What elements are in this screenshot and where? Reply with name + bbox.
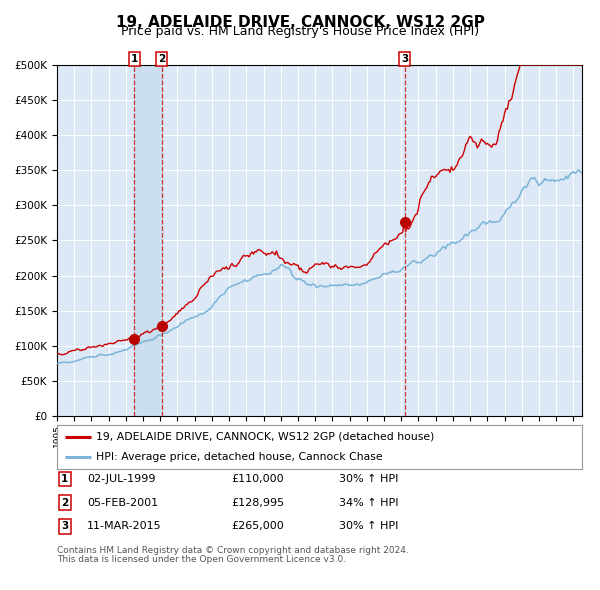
Text: This data is licensed under the Open Government Licence v3.0.: This data is licensed under the Open Gov… — [57, 555, 346, 564]
Text: 11-MAR-2015: 11-MAR-2015 — [87, 522, 161, 531]
Text: £110,000: £110,000 — [231, 474, 284, 484]
Text: 2: 2 — [61, 498, 68, 507]
Text: 30% ↑ HPI: 30% ↑ HPI — [339, 474, 398, 484]
Text: 05-FEB-2001: 05-FEB-2001 — [87, 498, 158, 507]
Text: HPI: Average price, detached house, Cannock Chase: HPI: Average price, detached house, Cann… — [97, 452, 383, 462]
Text: 02-JUL-1999: 02-JUL-1999 — [87, 474, 155, 484]
Text: 19, ADELAIDE DRIVE, CANNOCK, WS12 2GP: 19, ADELAIDE DRIVE, CANNOCK, WS12 2GP — [116, 15, 484, 30]
Text: Price paid vs. HM Land Registry's House Price Index (HPI): Price paid vs. HM Land Registry's House … — [121, 25, 479, 38]
Bar — [134, 65, 161, 416]
Text: £265,000: £265,000 — [231, 522, 284, 531]
Text: 34% ↑ HPI: 34% ↑ HPI — [339, 498, 398, 507]
Text: 2: 2 — [158, 54, 165, 64]
Text: £128,995: £128,995 — [231, 498, 284, 507]
Text: 19, ADELAIDE DRIVE, CANNOCK, WS12 2GP (detached house): 19, ADELAIDE DRIVE, CANNOCK, WS12 2GP (d… — [97, 432, 435, 442]
Text: 1: 1 — [61, 474, 68, 484]
Text: 3: 3 — [61, 522, 68, 531]
Text: 3: 3 — [401, 54, 408, 64]
Text: 1: 1 — [131, 54, 138, 64]
Text: 30% ↑ HPI: 30% ↑ HPI — [339, 522, 398, 531]
Text: Contains HM Land Registry data © Crown copyright and database right 2024.: Contains HM Land Registry data © Crown c… — [57, 546, 409, 555]
